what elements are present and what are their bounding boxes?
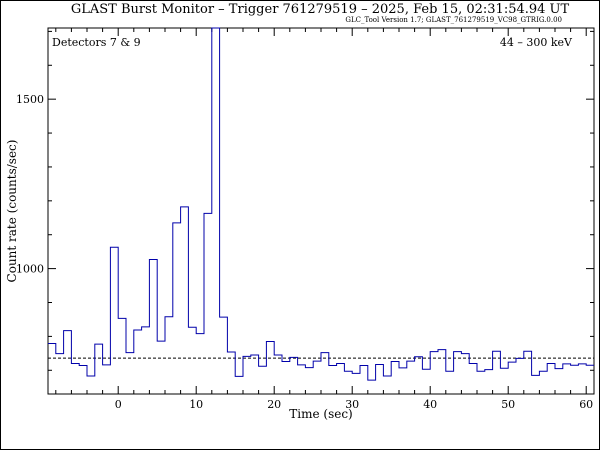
x-axis-title: Time (sec): [289, 407, 352, 421]
x-tick-label: 60: [579, 398, 593, 411]
count-rate-histogram: [48, 27, 594, 381]
x-tick-label: 50: [501, 398, 515, 411]
x-tick-label: 10: [189, 398, 203, 411]
axis-tick-labels: 0 10 20 30 40 50 60 1000 1500: [16, 93, 593, 411]
chart-title: GLAST Burst Monitor – Trigger 761279519 …: [71, 2, 570, 17]
detectors-label: Detectors 7 & 9: [52, 36, 141, 49]
axis-ticks: [48, 28, 594, 394]
chart-subtitle: GLC_Tool Version 1.7; GLAST_761279519_VC…: [345, 16, 562, 24]
energy-range-label: 44 – 300 keV: [500, 36, 573, 49]
x-tick-label: 0: [115, 398, 122, 411]
x-tick-label: 40: [423, 398, 437, 411]
x-tick-label: 20: [267, 398, 281, 411]
y-tick-label: 1000: [16, 263, 44, 276]
y-axis-title: Count rate (counts/sec): [5, 140, 19, 283]
y-tick-label: 1500: [16, 93, 44, 106]
x-tick-label: 30: [345, 398, 359, 411]
